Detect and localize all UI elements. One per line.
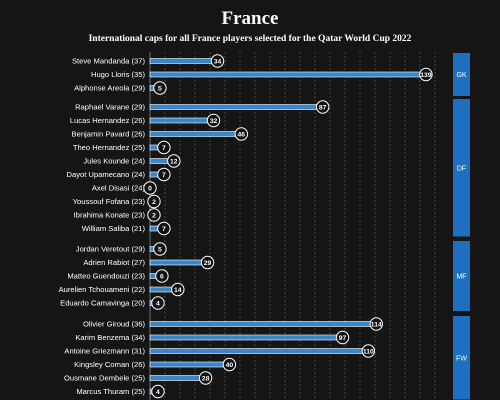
group-label-fw: FW (456, 355, 467, 362)
player-label: William Saliba (21) (82, 224, 146, 233)
data-label: 97 (339, 335, 347, 342)
value-marker (361, 344, 376, 358)
player-label: Steve Mandanda (37) (72, 57, 146, 66)
player-label: Adrien Rabiot (27) (83, 258, 145, 267)
player-label: Olivier Giroud (36) (83, 320, 146, 329)
value-marker (234, 127, 249, 141)
data-label: 110 (363, 348, 374, 355)
value-marker (157, 167, 171, 182)
value-marker (155, 269, 169, 283)
value-marker (147, 194, 161, 209)
data-label: 7 (162, 226, 166, 233)
value-marker (200, 255, 215, 270)
data-label: 4 (156, 389, 160, 396)
value-marker (147, 208, 161, 222)
player-label: Antoine Griezmann (31) (64, 347, 145, 356)
value-marker (210, 54, 225, 68)
group-label-df: DF (457, 165, 466, 172)
data-label: 6 (160, 273, 164, 280)
value-marker (167, 154, 181, 168)
value-marker (157, 221, 171, 236)
data-label: 4 (156, 300, 160, 307)
player-label: Ibrahima Konate (23) (74, 211, 146, 220)
bar (149, 104, 323, 110)
value-marker (151, 384, 165, 399)
data-label: 32 (210, 118, 218, 125)
bar (149, 131, 242, 137)
data-label: 12 (170, 158, 178, 165)
value-marker (143, 181, 157, 195)
player-label: Lucas Hernandez (26) (70, 116, 146, 125)
player-label: Kingsley Coman (26) (74, 360, 145, 369)
value-marker (419, 67, 433, 82)
bar (149, 375, 206, 381)
player-label: Aurelien Tchouameni (22) (59, 285, 146, 294)
bar (149, 117, 214, 124)
data-label: 87 (319, 104, 327, 111)
value-marker (369, 317, 383, 331)
value-marker (206, 113, 221, 128)
value-marker (171, 282, 185, 297)
data-label: 14 (174, 287, 182, 294)
group-box-fw (453, 316, 470, 400)
data-label: 139 (420, 72, 432, 79)
value-marker (153, 242, 167, 256)
data-label: 5 (158, 85, 162, 92)
group-label-gk: GK (456, 72, 466, 79)
value-marker (157, 140, 171, 155)
data-label: 40 (226, 362, 234, 369)
player-label: Dayot Upamecano (24) (66, 170, 145, 179)
player-label: Marcus Thuram (25) (76, 387, 145, 396)
data-label: 29 (204, 260, 212, 267)
player-label: Matteo Guendouzi (23) (67, 272, 145, 281)
player-label: Benjamin Pavard (26) (72, 130, 146, 139)
bar (149, 334, 343, 341)
player-label: Youssouf Fofana (23) (73, 197, 146, 206)
data-label: 2 (152, 199, 156, 206)
bar (149, 361, 230, 368)
player-label: Eduardo Camavinga (20) (60, 299, 145, 308)
bar (149, 58, 218, 64)
data-label: 114 (371, 321, 382, 328)
player-label: Karim Benzema (34) (75, 333, 145, 342)
group-box-mf (453, 241, 470, 311)
data-label: 5 (158, 246, 162, 253)
bar (149, 348, 369, 354)
bar (149, 321, 377, 327)
group-box-df (453, 99, 470, 237)
player-label: Theo Hernandez (25) (73, 143, 146, 152)
group-label-mf: MF (456, 274, 466, 281)
data-label: 34 (214, 58, 222, 65)
value-marker (198, 371, 213, 385)
chart-subtitle: International caps for all France player… (88, 34, 412, 44)
player-label: Alphonse Areola (29) (74, 84, 145, 93)
data-label: 2 (152, 212, 156, 219)
group-box-gk (453, 53, 470, 96)
value-marker (151, 296, 165, 310)
data-label: 0 (148, 185, 152, 192)
value-marker (315, 100, 330, 114)
data-label: 7 (162, 172, 166, 179)
data-label: 7 (162, 145, 166, 152)
bar (149, 259, 208, 266)
value-marker (222, 357, 237, 372)
chart-title: France (221, 8, 279, 29)
data-label: 46 (238, 131, 246, 138)
player-label: Jules Kounde (24) (83, 157, 145, 166)
bar (149, 71, 427, 78)
value-marker (335, 330, 350, 345)
value-marker (153, 81, 167, 95)
player-label: Jordan Veretout (29) (76, 245, 146, 254)
player-label: Raphael Varane (29) (75, 103, 145, 112)
player-label: Axel Disasi (24) (92, 184, 146, 193)
player-label: Hugo Lloris (35) (91, 70, 145, 79)
data-label: 28 (202, 375, 210, 382)
player-label: Ousmane Dembele (25) (64, 374, 146, 383)
